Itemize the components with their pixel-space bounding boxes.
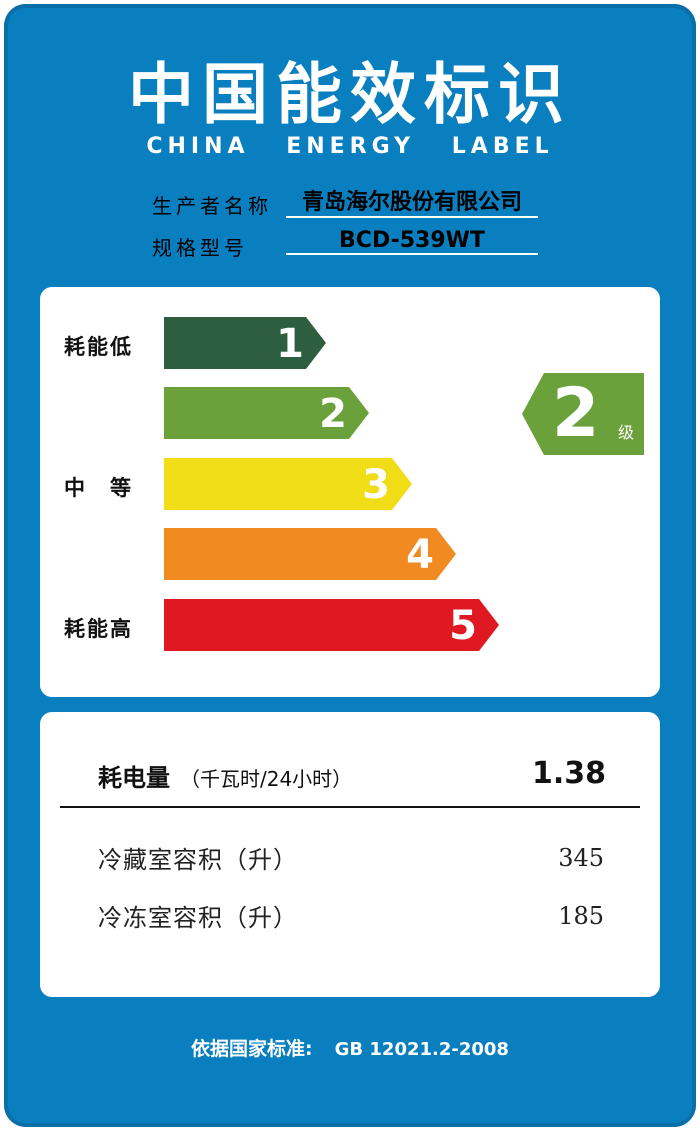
consumption-heading: 耗电量 （千瓦时/24小时）	[98, 758, 352, 793]
high-consumption-label: 耗能高	[64, 617, 133, 641]
grade-bar-1: 1	[164, 317, 326, 369]
fridge-volume-value: 345	[558, 844, 604, 872]
low-consumption-label: 耗能低	[64, 335, 133, 359]
grade-bar-5-number: 5	[449, 603, 477, 649]
consumption-value: 1.38	[531, 756, 606, 791]
freezer-volume-value: 185	[558, 902, 604, 930]
label-title-english: CHINA ENERGY LABEL	[146, 134, 554, 159]
grade-bar-3-number: 3	[362, 462, 390, 508]
grade-bar-5: 5	[164, 599, 499, 651]
freezer-volume-label: 冷冻室容积（升）	[98, 904, 298, 932]
consumption-unit: （千瓦时/24小时）	[180, 767, 353, 791]
medium-consumption-label: 中 等	[64, 476, 133, 500]
grade-bar-4: 4	[164, 528, 456, 580]
rating-grade: 2	[552, 374, 600, 453]
consumption-label: 耗电量	[98, 764, 170, 792]
model-value: BCD-539WT	[286, 228, 538, 255]
standard-label: 依据国家标准:	[191, 1038, 313, 1060]
producer-value: 青岛海尔股份有限公司	[286, 184, 538, 218]
fridge-volume-label: 冷藏室容积（升）	[98, 846, 298, 874]
grade-bar-2: 2	[164, 387, 369, 439]
spec-panel: 耗电量 （千瓦时/24小时） 1.38 冷藏室容积（升） 345 冷冻室容积（升）…	[40, 712, 660, 997]
standard-code: GB 12021.2-2008	[334, 1039, 509, 1060]
grade-bar-3: 3	[164, 458, 412, 510]
grade-bar-2-number: 2	[319, 391, 347, 437]
label-title-chinese: 中国能效标识	[128, 56, 572, 133]
model-label: 规格型号	[152, 236, 248, 260]
standard-line: 依据国家标准: GB 12021.2-2008	[0, 1034, 700, 1061]
divider	[60, 806, 640, 808]
grade-bar-4-number: 4	[406, 532, 434, 578]
producer-label: 生产者名称	[152, 194, 272, 218]
rating-badge: 2 级	[522, 373, 644, 455]
grade-scale-panel: 耗能低 中 等 耗能高 1 2 3 4 5 2 级	[40, 287, 660, 697]
rating-unit: 级	[618, 423, 635, 442]
grade-bar-1-number: 1	[276, 321, 304, 367]
